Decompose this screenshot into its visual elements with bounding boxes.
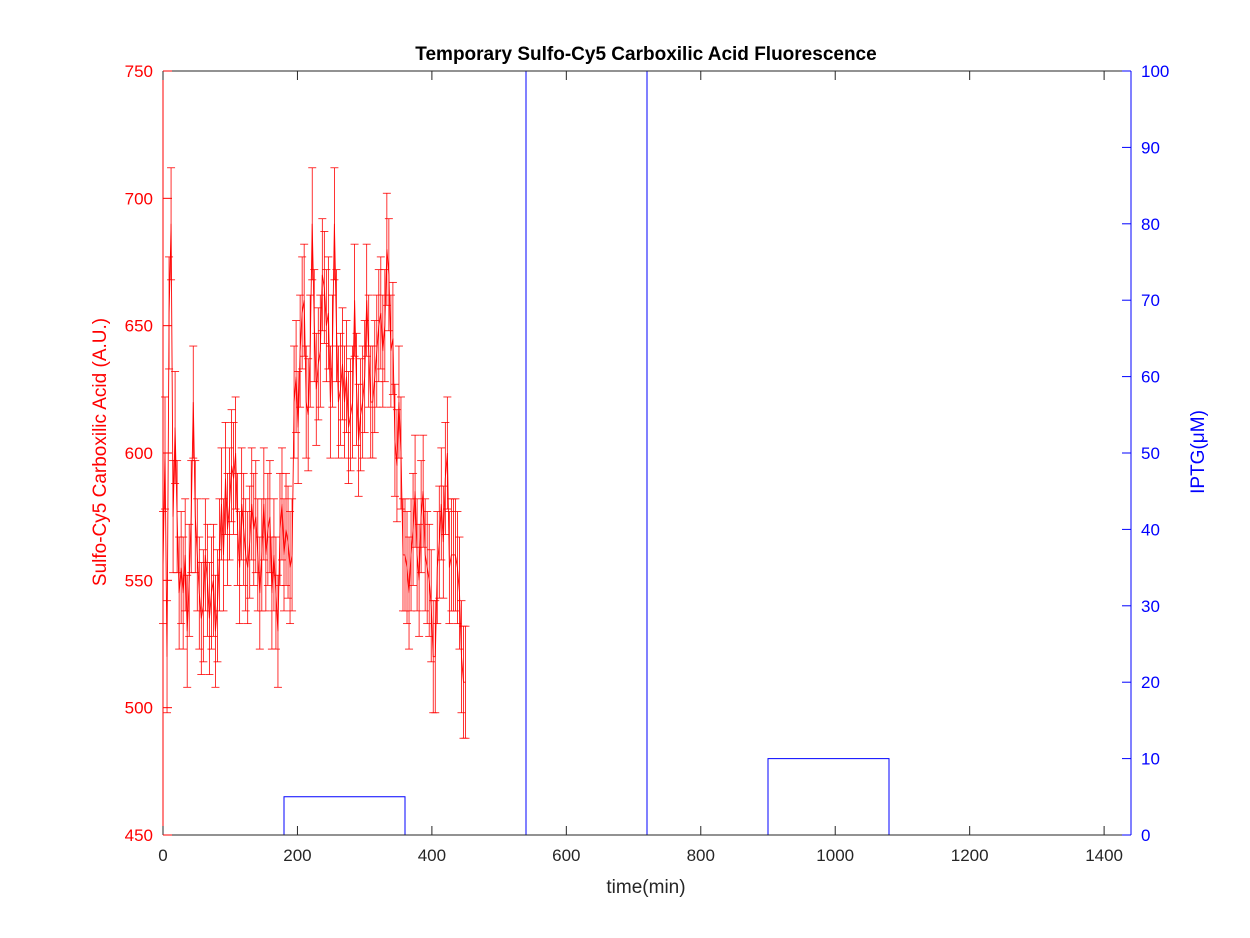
y-right-tick-label: 70 xyxy=(1141,291,1160,310)
x-tick-label: 1000 xyxy=(816,846,854,865)
y-right-tick-label: 40 xyxy=(1141,520,1160,539)
chart-title: Temporary Sulfo-Cy5 Carboxilic Acid Fluo… xyxy=(415,44,876,65)
y-left-axis-title: Sulfo-Cy5 Carboxilic Acid (A.U.) xyxy=(90,318,111,586)
x-tick-label: 0 xyxy=(158,846,167,865)
y-right-tick-label: 60 xyxy=(1141,368,1160,387)
y-left-tick-label: 450 xyxy=(125,826,153,845)
y-left-tick-label: 750 xyxy=(125,62,153,81)
y-left-tick-label: 600 xyxy=(125,444,153,463)
y-right-tick-label: 10 xyxy=(1141,750,1160,769)
y-right-tick-label: 100 xyxy=(1141,62,1169,81)
y-left-axis-ticks: 450 500 550 600 650 700 750 xyxy=(125,62,172,845)
y-left-tick-label: 700 xyxy=(125,189,153,208)
y-right-tick-label: 30 xyxy=(1141,597,1160,616)
y-right-axis-title: IPTG(μM) xyxy=(1188,410,1209,494)
y-right-tick-label: 90 xyxy=(1141,138,1160,157)
y-right-tick-label: 0 xyxy=(1141,826,1150,845)
x-tick-label: 600 xyxy=(552,846,580,865)
y-right-tick-label: 80 xyxy=(1141,215,1160,234)
x-tick-label: 200 xyxy=(283,846,311,865)
x-tick-label: 400 xyxy=(418,846,446,865)
y-left-tick-label: 500 xyxy=(125,699,153,718)
x-tick-label: 1200 xyxy=(951,846,989,865)
x-tick-label: 1400 xyxy=(1085,846,1123,865)
y-right-tick-label: 20 xyxy=(1141,673,1160,692)
x-tick-label: 800 xyxy=(687,846,715,865)
x-axis-title: time(min) xyxy=(606,877,685,898)
fluorescence-series xyxy=(159,167,470,739)
y-right-axis-ticks: 0 10 20 30 40 50 60 70 80 90 100 xyxy=(1122,62,1169,845)
y-left-tick-label: 650 xyxy=(125,317,153,336)
y-left-tick-label: 550 xyxy=(125,571,153,590)
y-right-tick-label: 50 xyxy=(1141,444,1160,463)
x-axis-ticks: 0 200 400 600 800 1000 1200 1400 xyxy=(158,71,1123,865)
